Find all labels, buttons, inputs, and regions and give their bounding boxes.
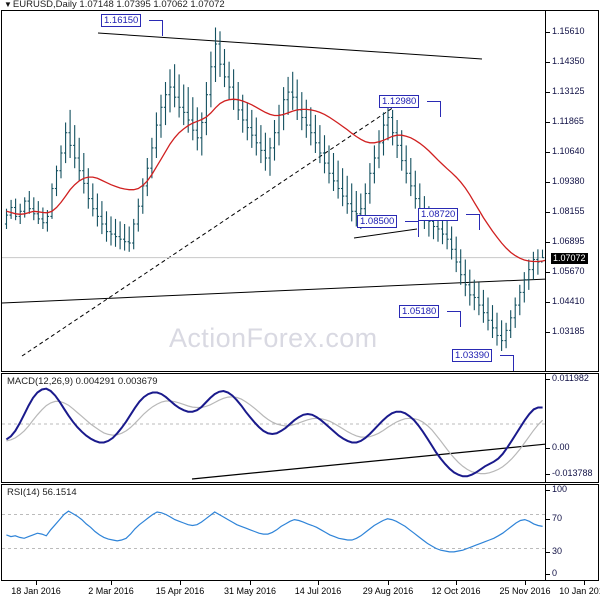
level-1-08720-leader [466,214,480,215]
axis-tick [546,152,550,153]
axis-label: 100 [552,484,568,494]
axis-tick [546,92,550,93]
axis-tick [546,379,550,380]
axis-tick [546,32,550,33]
axis-tick [546,122,550,123]
high-1-16150-leader [149,20,163,21]
axis-label: 1.06895 [552,236,585,246]
level-1-12980-leader-vertical [440,101,441,117]
axis-label: 0 [552,568,558,578]
macd-axis: 0.011982 0.00 -0.013788 [545,374,598,482]
axis-tick [546,474,550,475]
low-1-03390-leader-vertical [513,355,514,371]
watermark-actionforex: ActionForex.com [169,323,378,353]
level-1-08720-leader-vertical [479,214,480,230]
axis-label: 30 [552,546,563,556]
axis-label: 1.10640 [552,146,585,156]
date-label: 12 Oct 2016 [431,586,481,596]
date-label: 31 May 2016 [223,586,277,596]
high-1-16150-leader-vertical [162,20,163,36]
level-1-05180-leader [447,311,461,312]
date-tick [456,581,457,585]
date-label: 15 Apr 2016 [155,586,205,596]
price-header: ▼EURUSD,Daily 1.07148 1.07395 1.07062 1.… [4,0,225,10]
axis-label: 1.11865 [552,116,584,126]
date-label: 25 Nov 2016 [499,586,551,596]
date-tick [584,581,585,585]
axis-label: 0.011982 [552,373,589,383]
axis-tick [546,332,550,333]
axis-label: 1.05670 [552,266,585,276]
axis-tick [546,574,550,575]
collapse-arrow-icon[interactable]: ▼ [4,0,12,9]
date-tick [111,581,112,585]
macd-panel[interactable]: 0.011982 0.00 -0.013788 MACD(12,26,9) 0.00… [1,373,599,483]
date-tick [388,581,389,585]
rsi-panel[interactable]: 100 70 30 0 RSI(14) 56.1514 [1,484,599,581]
high-1-16150-label[interactable]: 1.16150 [101,14,142,27]
axis-tick [546,302,550,303]
level-1-08500-leader [405,221,419,222]
axis-tick [546,490,550,491]
low-1-03390-label[interactable]: 1.03390 [452,349,493,362]
axis-tick [546,62,550,63]
date-label: 2 Mar 2016 [88,586,134,596]
axis-tick [546,552,550,553]
macd-plot-area[interactable] [2,374,545,482]
axis-label: -0.013788 [552,468,593,478]
level-1-05180-label[interactable]: 1.05180 [399,305,440,318]
axis-label: 1.14350 [552,56,585,66]
level-1-08720-label[interactable]: 1.08720 [418,208,459,221]
axis-tick [546,182,550,183]
date-tick [525,581,526,585]
level-1-08500-leader-vertical [418,221,419,237]
date-tick [250,581,251,585]
date-tick [318,581,319,585]
date-label: 18 Jan 2016 [11,586,61,596]
date-axis: 18 Jan 2016 2 Mar 2016 15 Apr 2016 31 May 2… [0,581,600,599]
price-chart-panel[interactable]: ActionForex.com 1.15610 1.14350 1.13125 1.1… [1,10,599,372]
axis-tick [546,212,550,213]
date-label: 10 Jan 2017 [559,586,600,596]
date-label: 14 Jul 2016 [294,586,342,596]
axis-label: 1.04410 [552,296,585,306]
price-plot-area[interactable]: ActionForex.com [2,11,545,371]
axis-label: 0.00 [552,442,570,452]
price-axis: 1.15610 1.14350 1.13125 1.11865 1.10640 1.093… [545,11,598,371]
axis-label: 1.03185 [552,326,585,336]
axis-label: 1.08155 [552,206,585,216]
macd-svg [2,387,545,480]
rsi-plot-area[interactable] [2,485,545,580]
price-svg [2,27,545,357]
level-1-08500-label[interactable]: 1.08500 [357,215,398,228]
axis-tick [546,448,550,449]
low-1-03390-leader [500,355,514,356]
axis-tick [546,242,550,243]
axis-tick [546,519,550,520]
symbol-and-ohlc: EURUSD,Daily 1.07148 1.07395 1.07062 1.0… [12,0,225,10]
axis-tick [546,272,550,273]
current-price-tag: 1.07072 [551,252,588,264]
date-label: 29 Aug 2016 [362,586,414,596]
date-tick [36,581,37,585]
rsi-svg [2,510,545,553]
axis-label: 1.13125 [552,86,585,96]
level-1-05180-leader-vertical [460,311,461,327]
rsi-axis: 100 70 30 0 [545,485,598,580]
macd-header: MACD(12,26,9) 0.004291 0.003679 [7,376,158,387]
axis-label: 1.09380 [552,176,585,186]
level-1-12980-leader [427,101,441,102]
date-tick [180,581,181,585]
axis-label: 70 [552,513,563,523]
level-1-12980-label[interactable]: 1.12980 [379,95,420,108]
axis-label: 1.15610 [552,26,585,36]
rsi-header: RSI(14) 56.1514 [7,487,77,498]
